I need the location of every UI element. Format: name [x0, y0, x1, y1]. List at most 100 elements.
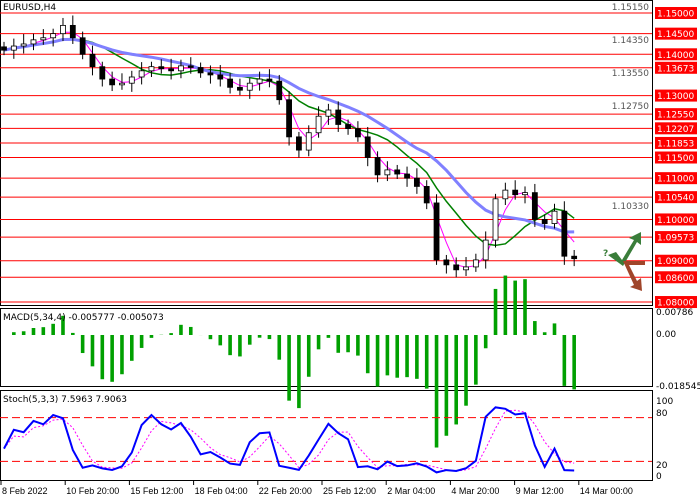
price-axis-tick: 1.14350	[612, 36, 649, 46]
macd-bar	[385, 335, 390, 376]
candle-body	[158, 66, 165, 70]
macd-bar	[356, 335, 360, 356]
candle-body	[364, 136, 371, 158]
macd-bar	[562, 335, 567, 386]
time-label: 14 Mar 00:00	[580, 486, 633, 496]
level-label-bg	[655, 122, 697, 135]
candle-body	[315, 115, 322, 134]
macd-bar	[139, 335, 144, 348]
level-label-bg	[655, 213, 697, 226]
macd-bar	[90, 335, 95, 367]
level-label: 1.08600	[657, 274, 694, 284]
candle-body	[443, 259, 450, 266]
macd-bar	[513, 280, 517, 335]
stoch-label: Stoch(5,3,3) 7.5963 7.9063	[3, 395, 127, 405]
candle-body	[60, 24, 66, 35]
candle-body	[79, 37, 86, 55]
macd-bar	[277, 335, 282, 360]
candle-body	[10, 45, 17, 51]
price-axis-tick: 1.12750	[612, 102, 649, 112]
candle-body	[187, 65, 194, 68]
candle-body	[512, 189, 519, 196]
level-label: 1.09000	[657, 257, 694, 267]
macd-bar	[228, 335, 232, 356]
macd-bar	[365, 335, 370, 374]
stoch-axis-tick: 100	[656, 397, 673, 407]
macd-bar	[61, 315, 65, 335]
candle-body	[482, 239, 489, 261]
candle-body	[374, 157, 381, 176]
candle-body	[394, 169, 401, 175]
up-arrow-icon	[608, 232, 641, 266]
candle-body	[404, 173, 410, 179]
candle-body	[286, 99, 292, 138]
candle-body	[571, 255, 578, 260]
time-label: 2 Mar 04:00	[387, 486, 435, 496]
macd-bar	[336, 335, 341, 353]
candle-body	[109, 78, 116, 86]
macd-bar	[110, 335, 114, 382]
candle-body	[561, 210, 568, 257]
macd-bar	[503, 275, 508, 335]
time-label: 18 Feb 04:00	[195, 486, 248, 496]
candle-body	[463, 266, 469, 271]
candle-body	[384, 169, 391, 176]
level-label-bg	[655, 172, 697, 185]
level-label-bg	[655, 89, 697, 102]
candle-body	[99, 66, 106, 80]
time-label: 22 Feb 20:00	[259, 486, 312, 496]
candle-body	[128, 76, 135, 84]
macd-bar	[434, 335, 439, 448]
candle-body	[472, 259, 479, 268]
macd-bar	[533, 321, 537, 335]
macd-bar	[169, 333, 173, 335]
time-label: 10 Feb 20:00	[66, 486, 119, 496]
level-label-bg	[655, 151, 697, 164]
candle-body	[50, 33, 57, 39]
price-axis-tick: 1.13550	[612, 69, 649, 79]
candle-body	[541, 219, 548, 224]
level-label-bg	[655, 231, 697, 244]
level-label: 1.15000	[657, 10, 694, 20]
level-label-bg	[655, 48, 697, 61]
candle-body	[40, 37, 47, 41]
time-label: 8 Feb 2022	[2, 486, 48, 496]
macd-axis-tick: 0.00786	[656, 308, 693, 318]
macd-bar	[257, 335, 262, 338]
level-label: 1.10540	[657, 194, 694, 204]
candle-body	[551, 210, 558, 224]
candle-body	[266, 78, 273, 82]
level-label-bg	[655, 61, 697, 74]
level-label: 1.12207	[657, 125, 694, 135]
candle-body	[119, 82, 125, 86]
level-label: 1.13673	[657, 64, 694, 74]
moving-average-line-2	[3, 37, 575, 234]
macd-bar	[552, 323, 557, 335]
down-arrow-icon	[623, 261, 645, 291]
candle-body	[502, 189, 509, 200]
candle-body	[305, 132, 312, 151]
candle-body	[453, 264, 460, 271]
macd-bar	[129, 335, 134, 361]
level-label-bg	[655, 254, 697, 267]
candle-body	[178, 65, 184, 72]
macd-bar	[395, 335, 400, 378]
macd-bar	[12, 332, 16, 335]
candle-body	[89, 53, 96, 68]
macd-bar	[71, 332, 75, 335]
stoch-axis-tick: 0	[656, 472, 662, 482]
level-label: 1.11853	[657, 139, 694, 149]
candle-body	[423, 186, 430, 204]
candle-body	[345, 124, 351, 130]
price-axis-tick: 1.10330	[612, 202, 649, 212]
candle-body	[413, 177, 420, 187]
macd-bar	[297, 335, 301, 409]
time-label: 15 Feb 12:00	[130, 486, 183, 496]
candle-body	[433, 202, 440, 261]
macd-bar	[208, 335, 213, 340]
candle-body	[354, 128, 361, 138]
macd-bar	[523, 279, 527, 335]
macd-bar	[149, 335, 154, 338]
macd-bar	[493, 288, 498, 335]
